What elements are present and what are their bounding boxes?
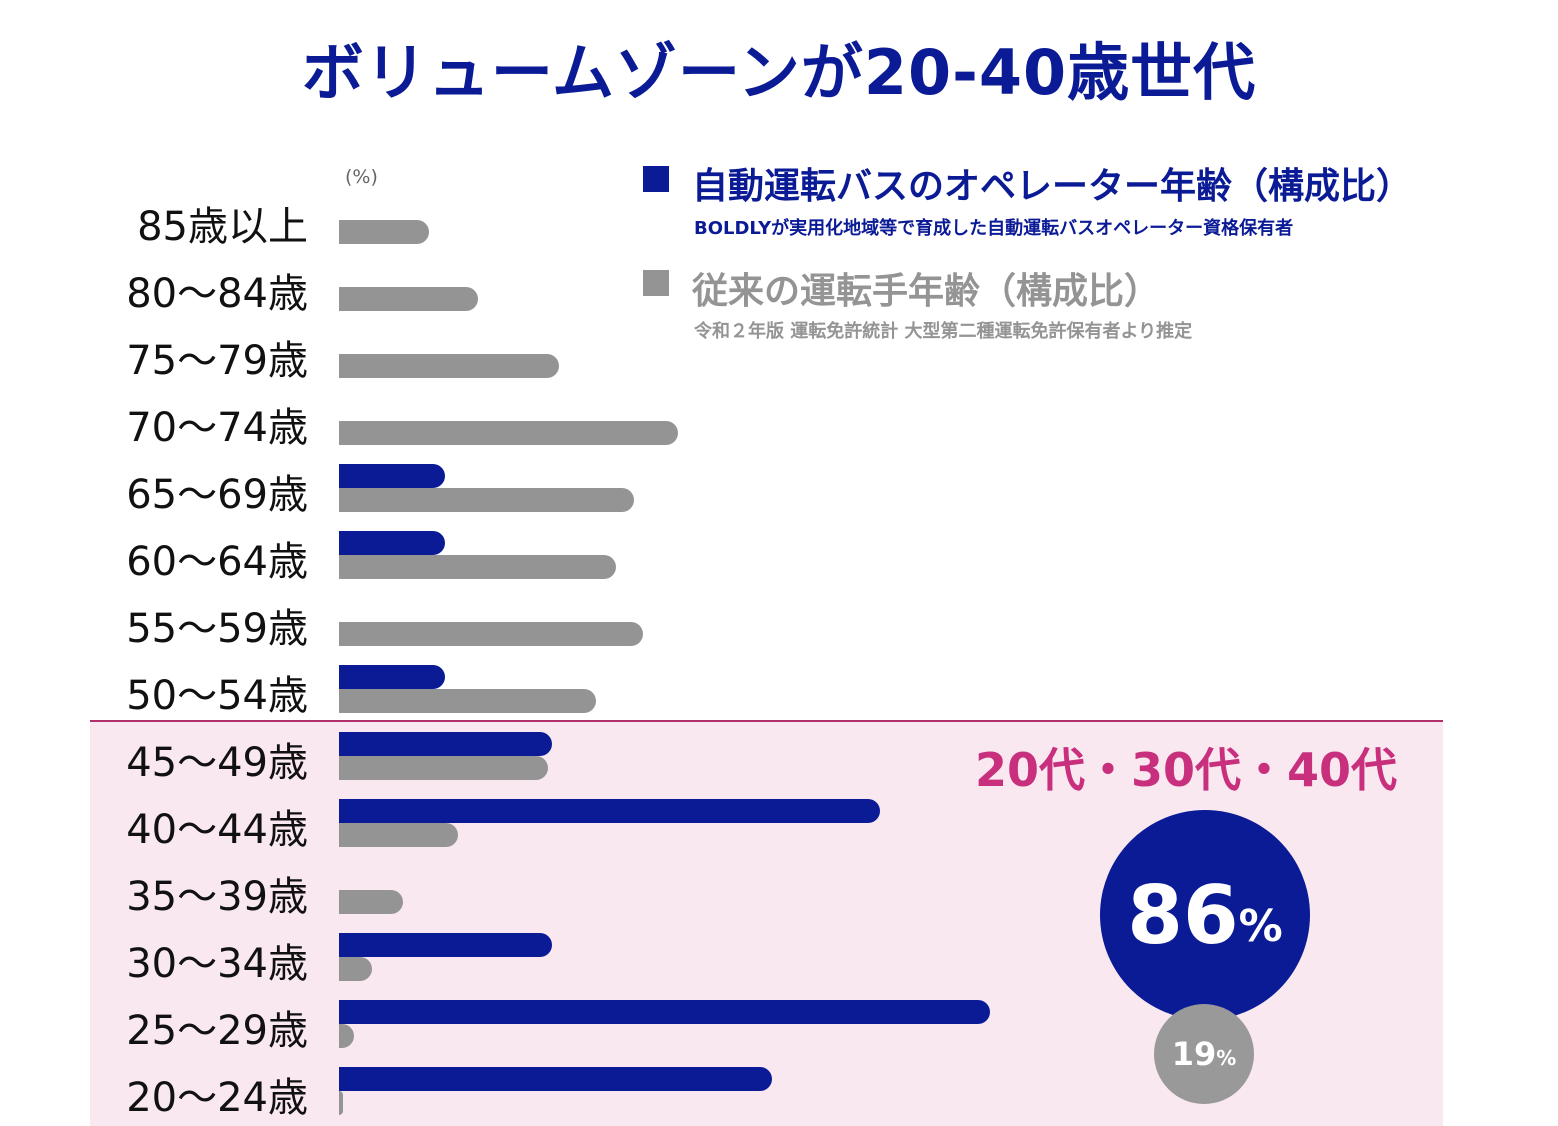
y-tick-label: 80〜84歳 bbox=[126, 271, 308, 317]
unit-label: (%) bbox=[345, 166, 378, 188]
legend-subtitle-driver: 令和２年版 運転免許統計 大型第二種運転免許保有者より推定 bbox=[694, 321, 1193, 342]
operator-share-value: 86 bbox=[1127, 868, 1239, 962]
bar-driver bbox=[339, 421, 678, 445]
driver-share-value: 19 bbox=[1171, 1035, 1217, 1073]
bar-driver bbox=[339, 1024, 355, 1048]
bar-operator bbox=[339, 531, 445, 555]
bar-driver bbox=[339, 689, 597, 713]
y-tick-label: 60〜64歳 bbox=[126, 539, 308, 585]
y-tick-label: 85歳以上 bbox=[137, 204, 308, 250]
bar-driver bbox=[339, 622, 643, 646]
bar-driver bbox=[339, 220, 430, 244]
bar-operator bbox=[339, 1000, 991, 1024]
bar-driver bbox=[339, 957, 372, 981]
y-tick-label: 25〜29歳 bbox=[126, 1008, 308, 1054]
y-tick-label: 40〜44歳 bbox=[126, 807, 308, 853]
bar-driver bbox=[339, 354, 559, 378]
legend-title-operator: 自動運転バスのオペレーター年齢（構成比） bbox=[692, 166, 1413, 207]
y-tick-label: 35〜39歳 bbox=[126, 874, 308, 920]
bar-driver bbox=[339, 1091, 344, 1115]
bar-driver bbox=[339, 287, 478, 311]
y-tick-label: 75〜79歳 bbox=[126, 338, 308, 384]
legend-title-driver: 従来の運転手年齢（構成比） bbox=[692, 271, 1161, 312]
bar-operator bbox=[339, 799, 881, 823]
bar-operator bbox=[339, 732, 553, 756]
y-tick-label: 20〜24歳 bbox=[126, 1075, 308, 1121]
bar-operator bbox=[339, 464, 445, 488]
bar-driver bbox=[339, 488, 634, 512]
zone-label: 20代・30代・40代 bbox=[975, 743, 1398, 797]
legend-subtitle-operator: BOLDLYが実用化地域等で育成した自動運転バスオペレーター資格保有者 bbox=[694, 218, 1294, 239]
driver-share-unit: % bbox=[1216, 1046, 1237, 1070]
legend-marker-driver bbox=[643, 270, 669, 296]
bar-driver bbox=[339, 756, 548, 780]
operator-share-unit: % bbox=[1238, 900, 1283, 952]
bar-driver bbox=[339, 555, 617, 579]
bar-driver bbox=[339, 823, 458, 847]
y-tick-label: 70〜74歳 bbox=[126, 405, 308, 451]
bar-operator bbox=[339, 1067, 773, 1091]
y-tick-label: 50〜54歳 bbox=[126, 673, 308, 719]
y-tick-label: 30〜34歳 bbox=[126, 941, 308, 987]
bar-driver bbox=[339, 890, 403, 914]
bar-operator bbox=[339, 665, 445, 689]
y-tick-label: 45〜49歳 bbox=[126, 740, 308, 786]
bar-operator bbox=[339, 933, 553, 957]
driver-share-badge: 19 % bbox=[1154, 1004, 1254, 1104]
operator-share-badge: 86 % bbox=[1100, 810, 1310, 1020]
y-tick-label: 65〜69歳 bbox=[126, 472, 308, 518]
chart-title: ボリュームゾーンが20-40歳世代 bbox=[301, 36, 1257, 109]
y-tick-label: 55〜59歳 bbox=[126, 606, 308, 652]
legend-marker-operator bbox=[643, 166, 669, 192]
